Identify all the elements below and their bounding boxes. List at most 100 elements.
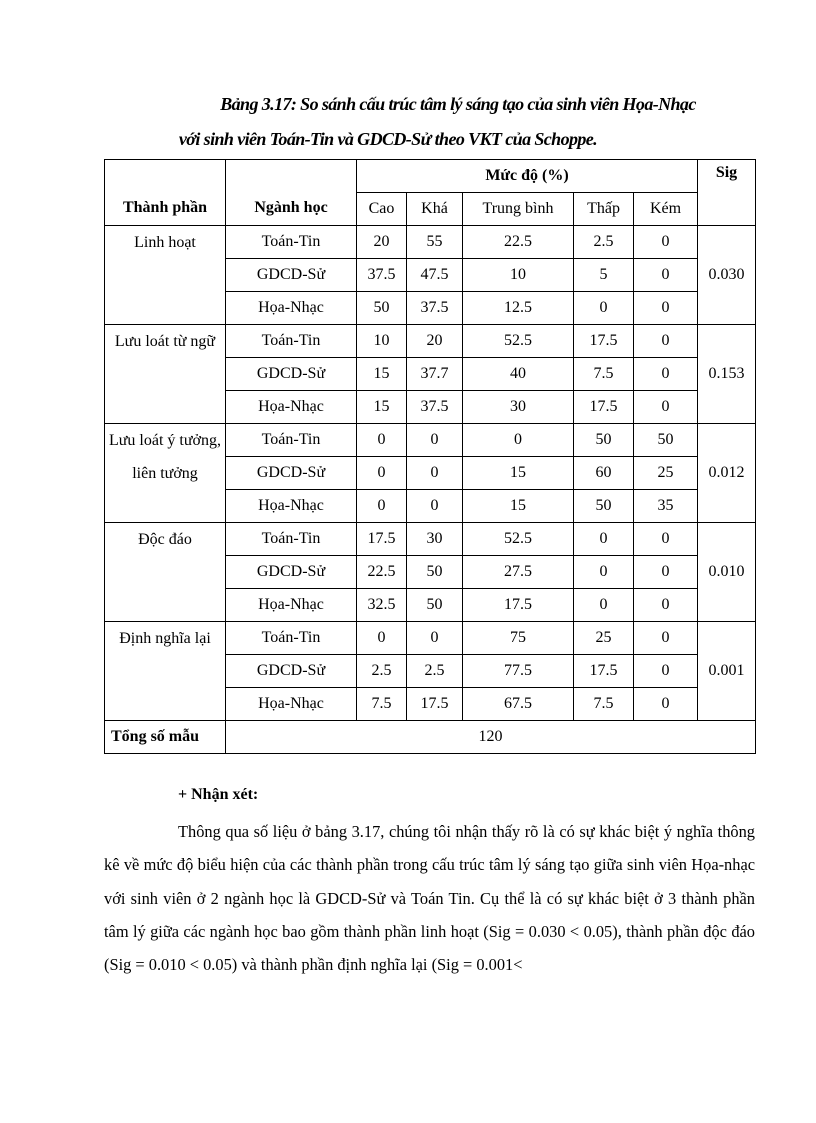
value-cell: 25 bbox=[633, 456, 698, 490]
table-caption-line1: Bảng 3.17: So sánh cấu trúc tâm lý sáng … bbox=[220, 94, 696, 114]
total-row: Tổng số mẫu 120 bbox=[104, 720, 756, 754]
value-cell: 17.5 bbox=[356, 522, 407, 556]
value-cell: 30 bbox=[462, 390, 574, 424]
value-cell: 0 bbox=[633, 654, 698, 688]
table-row: Họa-Nhạc 32.5 50 17.5 0 0 bbox=[105, 588, 756, 622]
value-cell: 30 bbox=[406, 522, 463, 556]
value-cell: 50 bbox=[356, 291, 407, 325]
value-cell: 0 bbox=[633, 225, 698, 259]
value-cell: 2.5 bbox=[406, 654, 463, 688]
table-row: GDCD-Sử 2.5 2.5 77.5 17.5 0 bbox=[105, 654, 756, 688]
value-cell: 75 bbox=[462, 621, 574, 655]
value-cell: 37.7 bbox=[406, 357, 463, 391]
value-cell: 67.5 bbox=[462, 687, 574, 721]
value-cell: 0 bbox=[633, 687, 698, 721]
value-cell: 37.5 bbox=[406, 390, 463, 424]
value-cell: 52.5 bbox=[462, 324, 574, 358]
value-cell: 0 bbox=[573, 588, 634, 622]
value-cell: 0 bbox=[406, 423, 463, 457]
header-level-1: Khá bbox=[406, 192, 463, 226]
sig-cell: 0.153 bbox=[697, 324, 756, 424]
table-row: Họa-Nhạc 15 37.5 30 17.5 0 bbox=[105, 390, 756, 424]
major-cell: GDCD-Sử bbox=[225, 258, 357, 292]
major-cell: Toán-Tin bbox=[225, 225, 357, 259]
value-cell: 2.5 bbox=[356, 654, 407, 688]
value-cell: 10 bbox=[356, 324, 407, 358]
major-cell: Họa-Nhạc bbox=[225, 588, 357, 622]
value-cell: 0 bbox=[633, 258, 698, 292]
value-cell: 0 bbox=[633, 522, 698, 556]
total-label: Tổng số mẫu bbox=[104, 720, 226, 754]
value-cell: 17.5 bbox=[406, 687, 463, 721]
major-cell: Toán-Tin bbox=[225, 423, 357, 457]
value-cell: 0 bbox=[356, 456, 407, 490]
value-cell: 0 bbox=[633, 390, 698, 424]
major-cell: Họa-Nhạc bbox=[225, 489, 357, 523]
value-cell: 50 bbox=[633, 423, 698, 457]
value-cell: 0 bbox=[356, 489, 407, 523]
value-cell: 17.5 bbox=[573, 324, 634, 358]
header-level-2: Trung bình bbox=[462, 192, 574, 226]
major-cell: GDCD-Sử bbox=[225, 555, 357, 589]
value-cell: 0 bbox=[356, 621, 407, 655]
value-cell: 0 bbox=[406, 456, 463, 490]
total-value: 120 bbox=[225, 720, 756, 754]
value-cell: 7.5 bbox=[573, 687, 634, 721]
major-cell: GDCD-Sử bbox=[225, 357, 357, 391]
value-cell: 7.5 bbox=[573, 357, 634, 391]
major-cell: GDCD-Sử bbox=[225, 456, 357, 490]
component-cell: Lưu loát từ ngữ bbox=[104, 324, 226, 424]
value-cell: 0 bbox=[356, 423, 407, 457]
sig-cell: 0.030 bbox=[697, 225, 756, 325]
value-cell: 15 bbox=[356, 390, 407, 424]
value-cell: 0 bbox=[633, 357, 698, 391]
value-cell: 0 bbox=[573, 555, 634, 589]
value-cell: 0 bbox=[633, 555, 698, 589]
value-cell: 20 bbox=[356, 225, 407, 259]
value-cell: 27.5 bbox=[462, 555, 574, 589]
major-cell: Họa-Nhạc bbox=[225, 687, 357, 721]
value-cell: 0 bbox=[573, 291, 634, 325]
value-cell: 0 bbox=[462, 423, 574, 457]
table-row: GDCD-Sử 15 37.7 40 7.5 0 bbox=[105, 357, 756, 391]
value-cell: 0 bbox=[406, 621, 463, 655]
major-cell: Toán-Tin bbox=[225, 324, 357, 358]
table-row: Độc đáo Toán-Tin 17.5 30 52.5 0 0 0.010 bbox=[104, 522, 756, 622]
value-cell: 20 bbox=[406, 324, 463, 358]
value-cell: 2.5 bbox=[573, 225, 634, 259]
value-cell: 0 bbox=[633, 621, 698, 655]
value-cell: 52.5 bbox=[462, 522, 574, 556]
value-cell: 0 bbox=[633, 588, 698, 622]
comparison-table: Thành phần Ngành học Mức độ (%) Sig Cao K… bbox=[104, 159, 756, 754]
value-cell: 15 bbox=[462, 489, 574, 523]
header-level-4: Kém bbox=[633, 192, 698, 226]
table-row: Lưu loát ý tưởng, liên tưởng Toán-Tin 0 0 0 5… bbox=[104, 423, 756, 523]
major-cell: GDCD-Sử bbox=[225, 654, 357, 688]
value-cell: 35 bbox=[633, 489, 698, 523]
body-paragraph: Thông qua số liệu ở bảng 3.17, chúng tôi… bbox=[104, 822, 755, 975]
header-major: Ngành học bbox=[225, 159, 357, 226]
header-component: Thành phần bbox=[104, 159, 226, 226]
value-cell: 60 bbox=[573, 456, 634, 490]
component-cell: Lưu loát ý tưởng, liên tưởng bbox=[104, 423, 226, 523]
value-cell: 0 bbox=[633, 324, 698, 358]
sig-cell: 0.012 bbox=[697, 423, 756, 523]
table-row: Họa-Nhạc 50 37.5 12.5 0 0 bbox=[105, 291, 756, 325]
value-cell: 22.5 bbox=[462, 225, 574, 259]
header-sig: Sig bbox=[697, 159, 756, 226]
value-cell: 50 bbox=[406, 588, 463, 622]
table-caption-line2: với sinh viên Toán-Tin và GDCD-Sử theo V… bbox=[178, 129, 598, 149]
table-row: GDCD-Sử 0 0 15 60 25 bbox=[105, 456, 756, 490]
table-row: GDCD-Sử 37.5 47.5 10 5 0 bbox=[105, 258, 756, 292]
table-row: Linh hoạt Toán-Tin 20 55 22.5 2.5 0 0.030 bbox=[104, 225, 756, 325]
major-cell: Toán-Tin bbox=[225, 522, 357, 556]
major-cell: Họa-Nhạc bbox=[225, 390, 357, 424]
remark-heading: + Nhận xét: bbox=[178, 786, 259, 803]
value-cell: 25 bbox=[573, 621, 634, 655]
value-cell: 55 bbox=[406, 225, 463, 259]
table-row: Định nghĩa lại Toán-Tin 0 0 75 25 0 0.001 bbox=[104, 621, 756, 721]
value-cell: 7.5 bbox=[356, 687, 407, 721]
value-cell: 10 bbox=[462, 258, 574, 292]
major-cell: Họa-Nhạc bbox=[225, 291, 357, 325]
value-cell: 12.5 bbox=[462, 291, 574, 325]
